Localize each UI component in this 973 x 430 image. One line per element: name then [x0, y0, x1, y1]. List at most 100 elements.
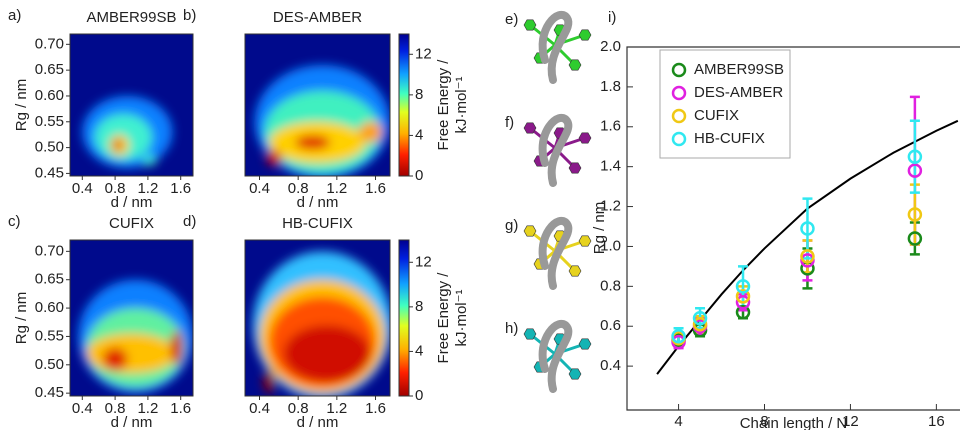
- x-axis-label: d / nm: [111, 414, 153, 430]
- y-tick-label: 2.0: [600, 38, 621, 55]
- backbone: [543, 221, 569, 286]
- error-bar: [910, 121, 920, 193]
- x-axis-label: d / nm: [297, 414, 339, 430]
- x-tick-label: 1.6: [365, 180, 386, 197]
- base-ring: [579, 30, 591, 40]
- colorbar-label: Free Energy /: [435, 59, 452, 151]
- panel-label: b): [183, 7, 196, 24]
- x-tick-label: 0.4: [72, 400, 93, 417]
- heatmap-density: [78, 280, 193, 393]
- panel-label: a): [8, 7, 21, 24]
- x-tick-label: 1.6: [170, 400, 191, 417]
- x-tick-label: 4: [674, 413, 682, 430]
- colorbar-tick-label: 4: [415, 342, 423, 359]
- x-tick-label: 0.4: [249, 400, 270, 417]
- base-ring: [579, 236, 591, 246]
- panel-label: h): [505, 320, 518, 337]
- y-axis-label: Rg / nm: [13, 79, 30, 132]
- y-tick-label: 0.55: [35, 327, 64, 344]
- density-region: [263, 370, 275, 393]
- y-tick-label: 0.60: [35, 299, 64, 316]
- colorbar: [399, 240, 409, 396]
- chart-title: AMBER99SB: [86, 9, 176, 26]
- density-region: [143, 155, 156, 165]
- backbone: [543, 15, 569, 80]
- base-ring: [569, 266, 581, 276]
- panel-label: c): [8, 213, 21, 230]
- x-axis-label: d / nm: [297, 194, 339, 211]
- x-axis-label: Chain length / N: [740, 415, 848, 430]
- panel-label: i): [608, 9, 616, 26]
- heatmap-density: [255, 65, 390, 179]
- x-tick-label: 1.6: [170, 180, 191, 197]
- y-tick-label: 0.45: [35, 384, 64, 401]
- x-axis-label: d / nm: [111, 194, 153, 211]
- y-tick-label: 0.65: [35, 271, 64, 288]
- base-ring: [569, 163, 581, 173]
- chart-title: DES-AMBER: [273, 9, 362, 26]
- base-ring: [579, 339, 591, 349]
- legend-label: CUFIX: [694, 107, 739, 124]
- y-tick-label: 0.50: [35, 356, 64, 373]
- y-tick-label: 1.6: [600, 118, 621, 135]
- y-tick-label: 0.65: [35, 61, 64, 78]
- y-tick-label: 0.55: [35, 113, 64, 130]
- panel-label: d): [183, 213, 196, 230]
- density-region: [103, 348, 128, 371]
- base-ring: [524, 20, 536, 30]
- y-tick-label: 0.70: [35, 242, 64, 259]
- legend-label: DES-AMBER: [694, 84, 783, 101]
- panel-label: f): [505, 114, 514, 131]
- x-tick-label: 1.6: [365, 400, 386, 417]
- y-tick-label: 0.50: [35, 139, 64, 156]
- y-tick-label: 0.4: [600, 357, 621, 374]
- y-tick-label: 0.6: [600, 317, 621, 334]
- density-region: [171, 331, 182, 365]
- backbone: [543, 118, 569, 183]
- colorbar-label: kJ·mol⁻¹: [453, 289, 470, 346]
- y-axis-label: Rg / nm: [591, 202, 608, 255]
- base-ring: [524, 226, 536, 236]
- heatmap-density: [82, 96, 172, 168]
- colorbar-tick-label: 4: [415, 126, 423, 143]
- y-tick-label: 0.45: [35, 164, 64, 181]
- colorbar-tick-label: 12: [415, 45, 432, 62]
- heatmap-density: [253, 251, 392, 398]
- y-axis-label: Rg / nm: [13, 292, 30, 345]
- density-region: [295, 135, 330, 149]
- y-tick-label: 1.4: [600, 158, 621, 175]
- density-region: [113, 139, 121, 150]
- density-region: [359, 122, 382, 143]
- x-tick-label: 16: [928, 413, 945, 430]
- base-ring: [569, 60, 581, 70]
- panel-label: e): [505, 11, 518, 28]
- colorbar: [399, 34, 409, 176]
- colorbar-tick-label: 0: [415, 167, 423, 184]
- x-tick-label: 0.4: [72, 180, 93, 197]
- colorbar-tick-label: 0: [415, 387, 423, 404]
- backbone: [543, 324, 569, 389]
- legend-label: AMBER99SB: [694, 61, 784, 78]
- density-region: [86, 334, 176, 374]
- colorbar-label: kJ·mol⁻¹: [453, 76, 470, 133]
- y-tick-label: 0.60: [35, 87, 64, 104]
- density-region: [284, 325, 371, 382]
- chart-title: HB-CUFIX: [282, 215, 353, 232]
- base-ring: [524, 329, 536, 339]
- colorbar-tick-label: 8: [415, 86, 423, 103]
- chart-title: CUFIX: [109, 215, 154, 232]
- base-ring: [569, 369, 581, 379]
- y-tick-label: 1.8: [600, 78, 621, 95]
- x-tick-label: 0.4: [249, 180, 270, 197]
- legend-label: HB-CUFIX: [694, 130, 765, 147]
- density-region: [266, 150, 281, 165]
- colorbar-tick-label: 8: [415, 298, 423, 315]
- base-ring: [579, 133, 591, 143]
- colorbar-tick-label: 12: [415, 253, 432, 270]
- figure: 0.40.81.21.60.450.500.550.600.650.70d / …: [0, 0, 973, 430]
- y-tick-label: 0.8: [600, 277, 621, 294]
- panel-label: g): [505, 217, 518, 234]
- y-tick-label: 0.70: [35, 35, 64, 52]
- base-ring: [524, 123, 536, 133]
- colorbar-label: Free Energy /: [435, 272, 452, 364]
